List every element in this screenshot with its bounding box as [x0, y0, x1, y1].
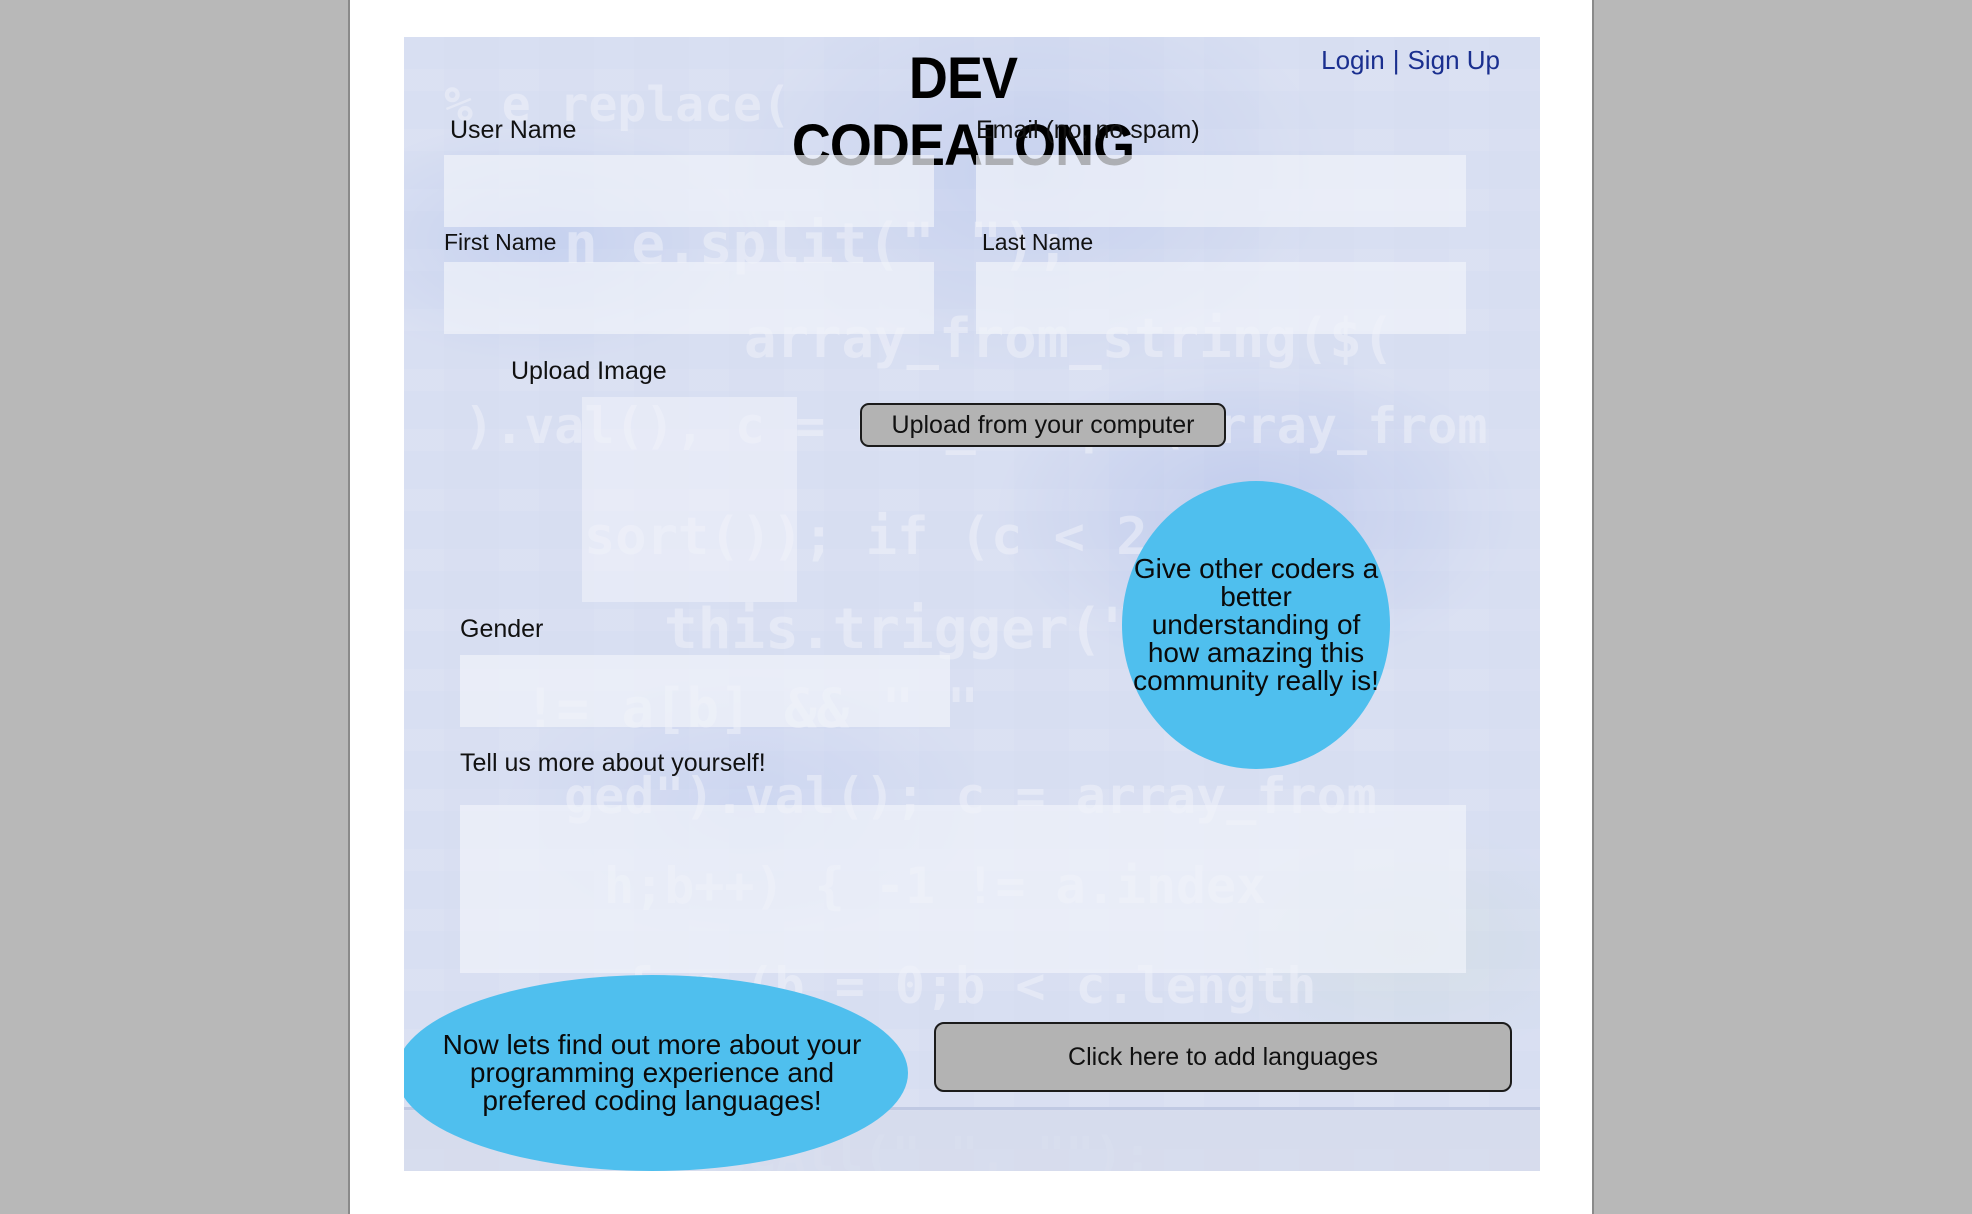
signup-link[interactable]: Sign Up	[1407, 45, 1501, 75]
auth-separator: |	[1392, 45, 1400, 75]
last-name-input[interactable]	[976, 262, 1466, 334]
username-label: User Name	[450, 116, 577, 144]
first-name-label: First Name	[444, 229, 557, 255]
gender-label: Gender	[460, 615, 544, 643]
auth-links: Login | Sign Up	[1321, 45, 1500, 76]
community-info-bubble: Give other coders a better understanding…	[1122, 481, 1390, 769]
last-name-label: Last Name	[982, 229, 1094, 255]
email-label: Email (no, no spam)	[976, 116, 1200, 144]
image-preview-box[interactable]	[582, 397, 797, 602]
first-name-input[interactable]	[444, 262, 934, 334]
email-input[interactable]	[976, 155, 1466, 227]
add-languages-button[interactable]: Click here to add languages	[934, 1022, 1512, 1092]
upload-from-computer-button[interactable]: Upload from your computer	[860, 403, 1226, 447]
upload-image-label: Upload Image	[511, 357, 667, 385]
about-label: Tell us more about yourself!	[460, 749, 766, 777]
about-textarea[interactable]	[460, 805, 1466, 973]
login-link[interactable]: Login	[1321, 45, 1385, 75]
gender-input[interactable]	[460, 655, 950, 727]
username-input[interactable]	[444, 155, 934, 227]
signup-panel: % e replace( n e.split(" "); array_from_…	[404, 37, 1540, 1171]
languages-info-bubble: Now lets find out more about your progra…	[404, 975, 908, 1171]
